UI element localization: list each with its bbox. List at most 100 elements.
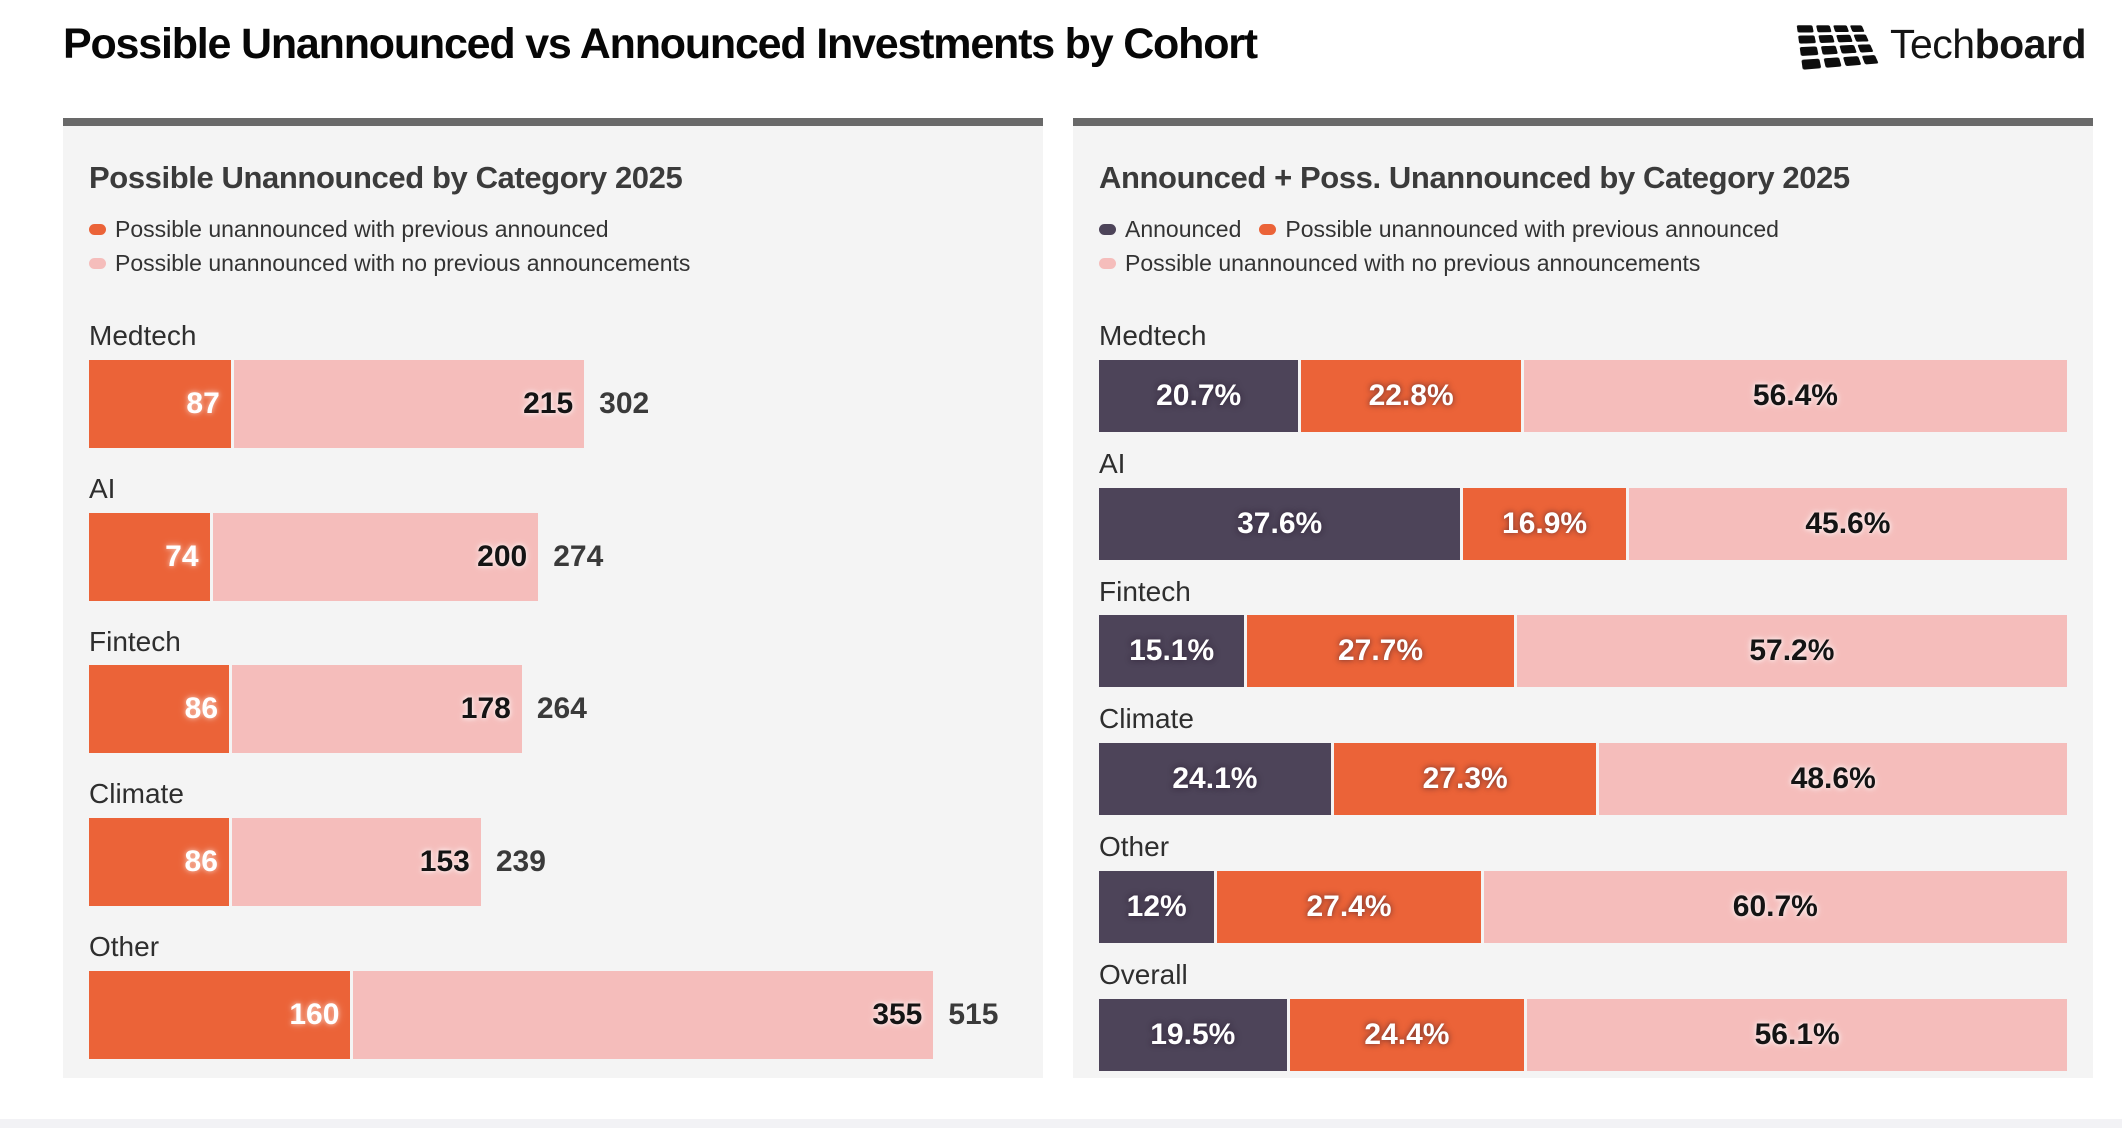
segment-value-label: 19.5% [1150, 1017, 1236, 1051]
bar-segment-possible-with-previous: 27.7% [1247, 615, 1514, 688]
bar-segment-possible-no-previous: 215 [233, 359, 585, 448]
bar-row-fintech: Fintech 15.1% 27.7% 57.2% [1099, 576, 2067, 688]
category-label: Other [89, 931, 160, 963]
segment-value-label: 20.7% [1156, 378, 1242, 412]
legend-dot-icon [89, 224, 106, 235]
category-label: Medtech [1099, 320, 1207, 351]
bar-segment-possible-with-previous: 160 [89, 970, 351, 1059]
bar-row-ai: AI 37.6% 16.9% 45.6% [1099, 447, 2067, 560]
segment-value-label: 60.7% [1732, 889, 1818, 923]
bar-segment-announced: 12% [1099, 870, 1215, 943]
bar-segment-possible-no-previous: 60.7% [1483, 870, 2067, 943]
segment-value-label: 87 [186, 386, 220, 420]
bar-row-fintech: Fintech 86 178 264 [89, 625, 1017, 754]
bar-total-label: 274 [553, 539, 604, 573]
segment-value-label: 37.6% [1237, 506, 1323, 540]
legend-item: Possible unannounced with previous annou… [89, 216, 609, 243]
chart-right: Medtech 20.7% 22.8% 56.4% AI 37.6% 16.9% 45.6% F… [1099, 320, 2068, 1071]
bar-row-medtech: Medtech 87 215 302 [89, 320, 1017, 448]
logo-wordmark: Techboard [1889, 20, 2087, 67]
bar-segment-possible-no-previous: 45.6% [1628, 487, 2067, 560]
segment-value-label: 27.7% [1337, 634, 1424, 668]
bar-segment-possible-no-previous: 48.6% [1599, 743, 2067, 816]
category-label: AI [89, 472, 116, 504]
bar-row-medtech: Medtech 20.7% 22.8% 56.4% [1099, 320, 2067, 432]
category-label: AI [1099, 447, 1126, 479]
segment-value-label: 355 [872, 997, 923, 1031]
segment-value-label: 57.2% [1749, 634, 1835, 668]
bar-row-ai: AI 74 200 274 [89, 472, 1017, 601]
segment-value-label: 160 [289, 997, 340, 1031]
segment-value-label: 215 [523, 386, 574, 420]
legend-dot-icon [1099, 258, 1116, 269]
legend-item: Possible unannounced with no previous an… [1099, 250, 1700, 277]
techboard-logo: Techboard [1796, 18, 2090, 70]
segment-value-label: 153 [419, 845, 470, 879]
segment-value-label: 15.1% [1129, 634, 1215, 668]
bottom-edge-strip [0, 1119, 2122, 1128]
segment-value-label: 178 [460, 692, 511, 726]
bar-segment-possible-no-previous: 178 [232, 665, 522, 754]
bar-segment-possible-with-previous: 16.9% [1463, 487, 1626, 560]
bar-total-label: 515 [948, 997, 999, 1031]
bar-segment-possible-no-previous: 57.2% [1516, 615, 2067, 688]
bar-segment-announced: 37.6% [1099, 487, 1461, 560]
legend-item: Possible unannounced with previous annou… [1259, 216, 1779, 243]
logo-grid-icon [1796, 25, 1879, 70]
chart-left: Medtech 87 215 302 AI 74 200 274 Fintech 86 178 264… [89, 320, 1017, 1059]
bar-total-label: 239 [495, 845, 546, 879]
segment-value-label: 24.1% [1172, 762, 1258, 796]
bar-segment-possible-with-previous: 86 [89, 665, 230, 754]
legend-label: Announced [1125, 216, 1242, 242]
category-label: Medtech [89, 320, 197, 351]
segment-value-label: 56.1% [1754, 1017, 1840, 1051]
bar-total-label: 264 [536, 692, 587, 726]
bar-segment-possible-no-previous: 56.4% [1523, 359, 2067, 432]
category-label: Overall [1099, 958, 1188, 990]
legend-label: Possible unannounced with no previous an… [115, 250, 691, 276]
segment-value-label: 24.4% [1364, 1017, 1450, 1051]
charts-container: Possible Unannounced by Category 2025 Po… [63, 118, 2093, 1078]
segment-value-label: 74 [165, 539, 199, 573]
legend-dot-icon [1099, 224, 1116, 235]
legend-item: Announced [1099, 216, 1241, 243]
legend-label: Possible unannounced with previous annou… [1285, 216, 1779, 242]
bar-segment-announced: 24.1% [1099, 743, 1331, 816]
bar-segment-possible-with-previous: 74 [89, 512, 210, 601]
segment-value-label: 86 [184, 692, 219, 726]
bar-row-other: Other 12% 27.4% 60.7% [1099, 831, 2067, 943]
bar-segment-announced: 20.7% [1099, 359, 1299, 432]
bar-row-climate: Climate 24.1% 27.3% 48.6% [1099, 703, 2067, 816]
legend-item: Possible unannounced with no previous an… [89, 250, 690, 277]
bar-segment-possible-no-previous: 200 [212, 512, 539, 601]
bar-segment-possible-with-previous: 24.4% [1289, 998, 1525, 1071]
bar-segment-possible-no-previous: 56.1% [1527, 998, 2068, 1071]
bar-row-other: Other 160 355 515 [89, 931, 1017, 1059]
panel-title-right: Announced + Poss. Unannounced by Categor… [1099, 160, 1850, 195]
category-label: Climate [1099, 703, 1194, 735]
bar-segment-announced: 15.1% [1099, 615, 1245, 688]
legend-label: Possible unannounced with previous annou… [115, 216, 609, 242]
legend-left: Possible unannounced with previous annou… [89, 216, 949, 277]
bar-segment-possible-with-previous: 27.4% [1217, 870, 1481, 943]
legend-label: Possible unannounced with no previous an… [1125, 250, 1701, 276]
panel-possible-unannounced: Possible Unannounced by Category 2025 Po… [63, 118, 1043, 1078]
bar-segment-possible-with-previous: 22.8% [1301, 359, 1521, 432]
bar-segment-possible-no-previous: 355 [353, 970, 934, 1059]
bar-segment-possible-no-previous: 153 [231, 818, 481, 907]
segment-value-label: 22.8% [1368, 378, 1454, 412]
bar-row-climate: Climate 86 153 239 [89, 778, 1017, 907]
page-header: Possible Unannounced vs Announced Invest… [63, 18, 2090, 70]
category-label: Climate [89, 778, 184, 810]
panel-announced-combined: Announced + Poss. Unannounced by Categor… [1073, 118, 2093, 1078]
segment-value-label: 27.3% [1422, 762, 1508, 796]
segment-value-label: 56.4% [1752, 378, 1838, 412]
legend-right: Announced Possible unannounced with previ… [1099, 216, 1959, 277]
bar-row-overall: Overall 19.5% 24.4% 56.1% [1099, 958, 2068, 1071]
page-title: Possible Unannounced vs Announced Invest… [63, 19, 1258, 68]
segment-value-label: 27.4% [1306, 889, 1392, 923]
segment-value-label: 16.9% [1502, 506, 1588, 540]
category-label: Fintech [89, 625, 181, 657]
bar-segment-possible-with-previous: 87 [89, 359, 231, 448]
segment-value-label: 86 [184, 845, 218, 879]
